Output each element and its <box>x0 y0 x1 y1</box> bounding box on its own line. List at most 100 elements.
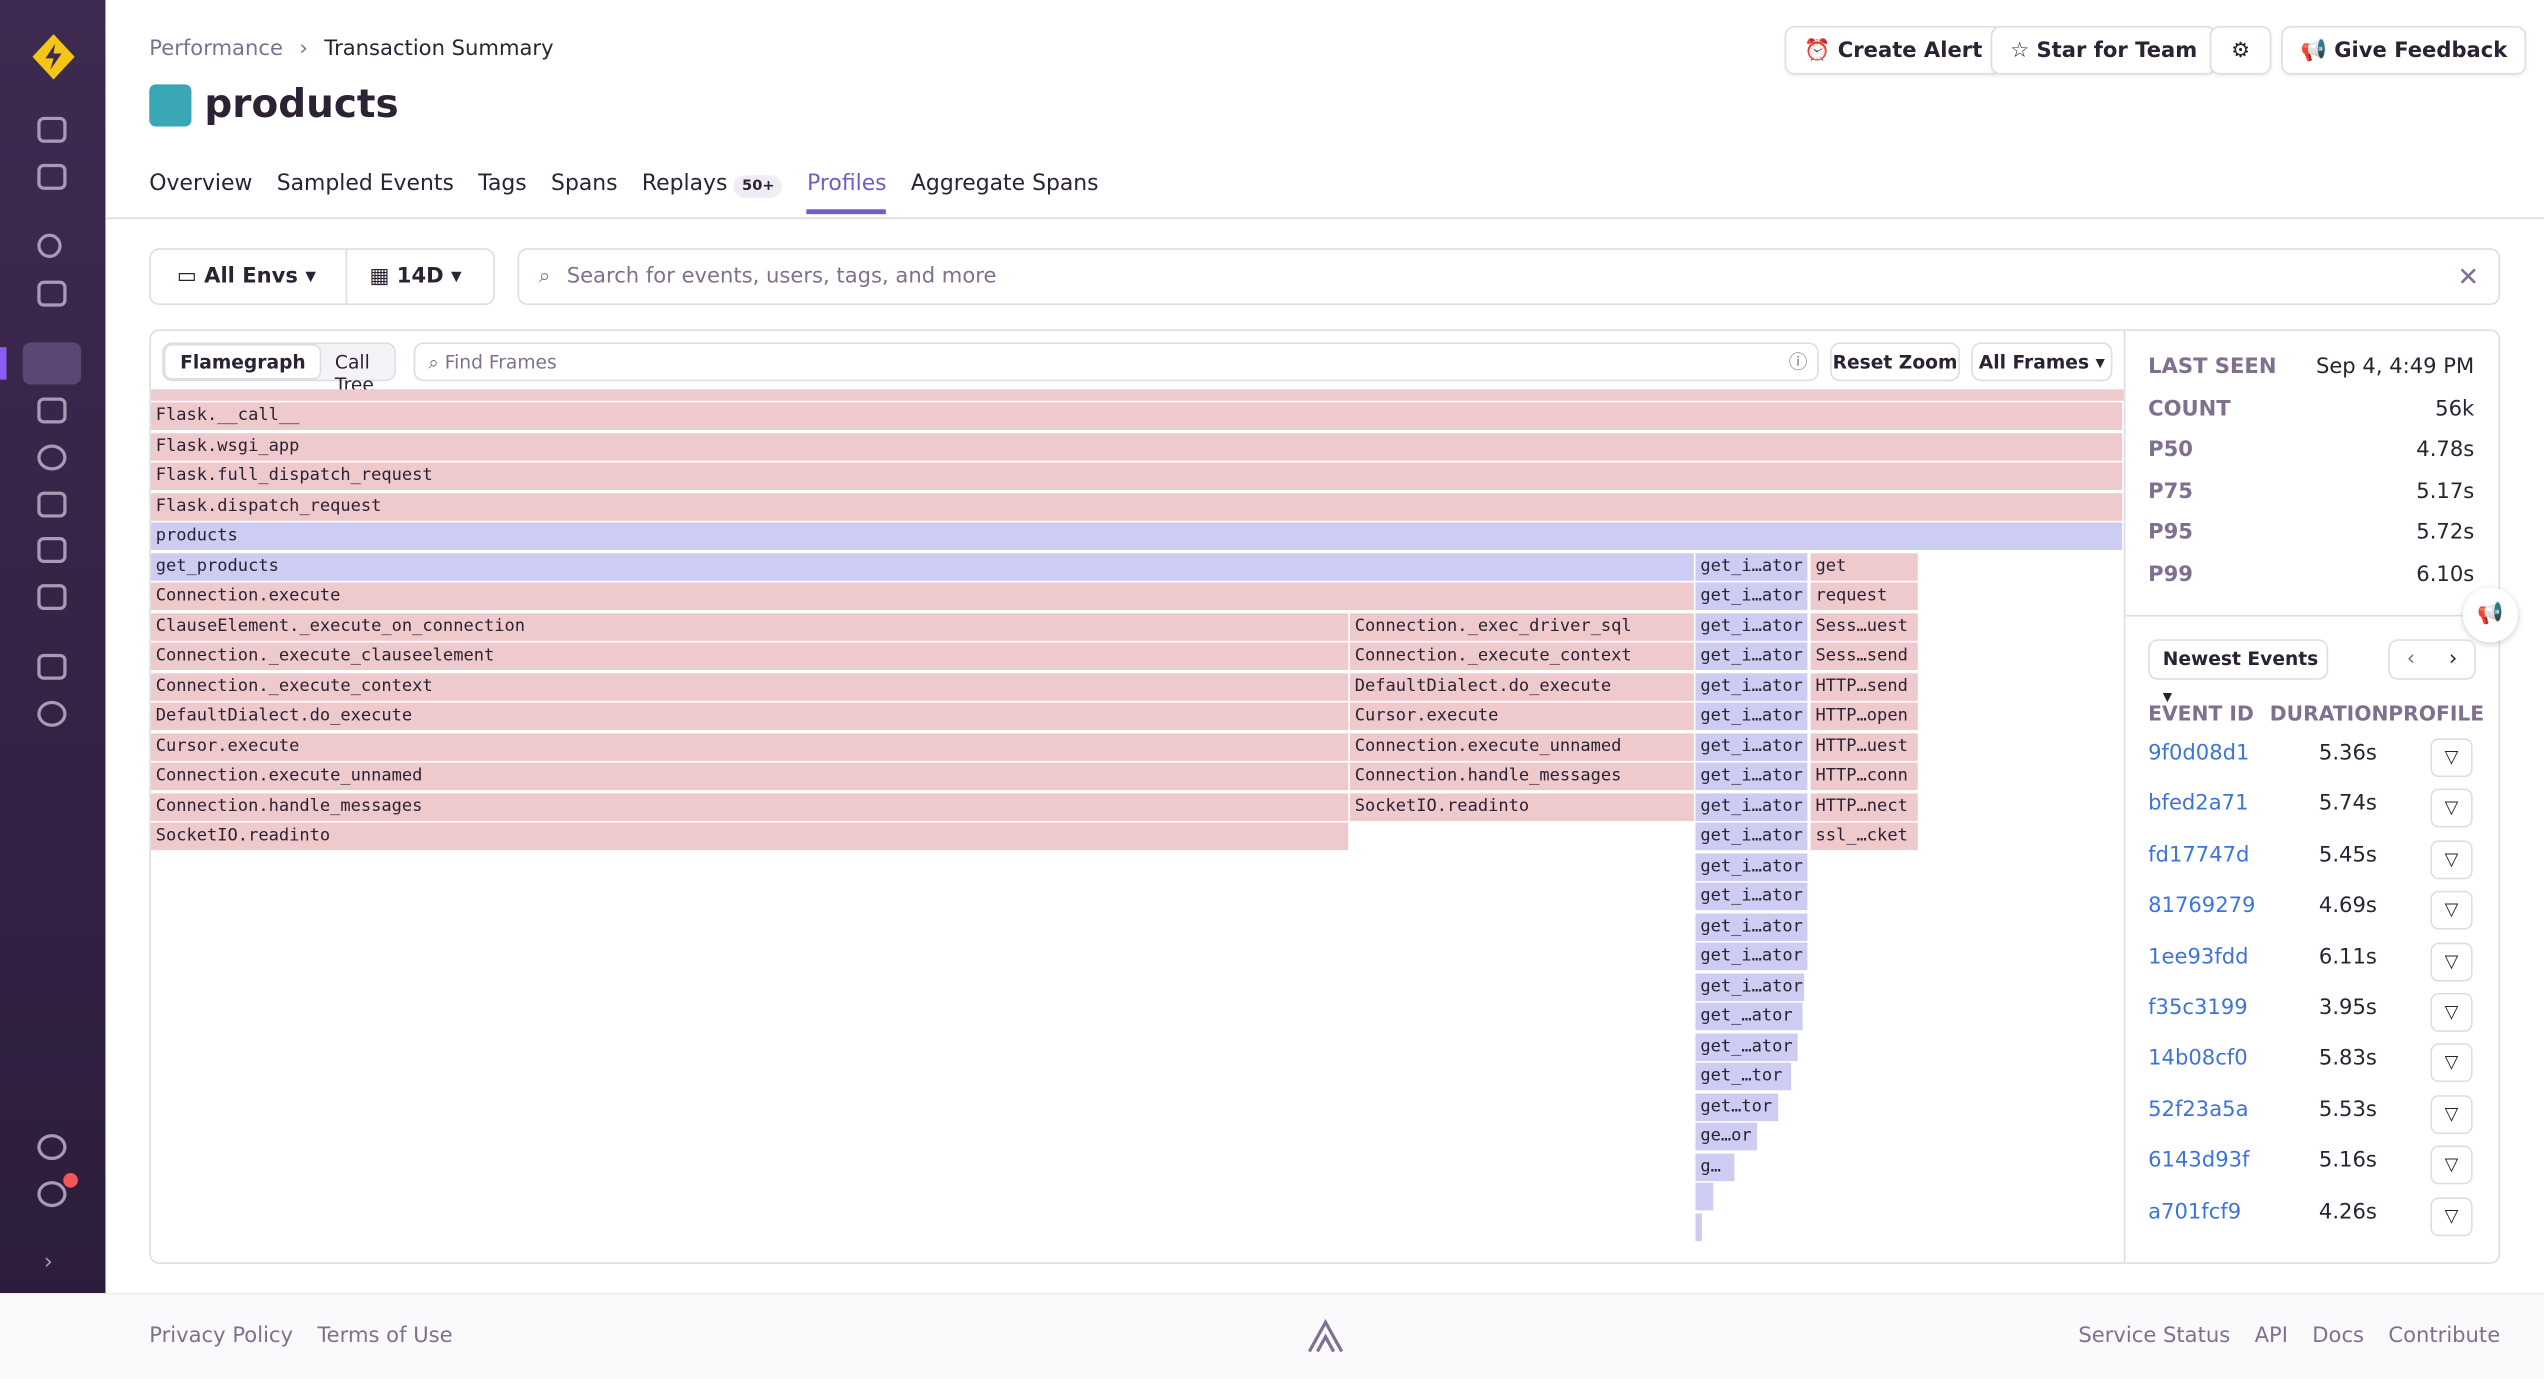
view-calltree[interactable]: Call Tree <box>334 350 374 396</box>
nav-icon[interactable] <box>37 1134 67 1161</box>
nav-icon[interactable] <box>37 280 67 307</box>
nav-icon[interactable] <box>37 584 67 611</box>
frame[interactable]: get_i…ator <box>1695 822 1808 851</box>
frame[interactable]: get_i…ator <box>1695 582 1808 611</box>
settings[interactable]: ⚙ <box>2209 25 2272 75</box>
event-id[interactable]: 14b08cf0 <box>2148 1047 2248 1072</box>
frame[interactable]: get_i…ator <box>1695 942 1808 971</box>
frame[interactable]: get_…tor <box>1695 1062 1792 1091</box>
frame[interactable]: get_i…ator <box>1695 912 1808 941</box>
profile-button[interactable]: ▽ <box>2430 1145 2473 1185</box>
event-id[interactable]: fd17747d <box>2148 843 2250 868</box>
reset-zoom[interactable]: Reset Zoom <box>1830 342 1960 382</box>
frame[interactable]: ssl_…cket <box>1810 822 1918 851</box>
event-id[interactable]: 6143d93f <box>2148 1148 2250 1174</box>
frame[interactable]: Flask.full_dispatch_request <box>150 462 2123 490</box>
frames-filter[interactable]: All Frames ▾ <box>1971 342 2113 382</box>
find-frames[interactable]: ⌕ Find Frames ⓘ <box>413 342 1819 382</box>
frame[interactable]: HTTP…send <box>1810 672 1918 701</box>
frame[interactable]: Cursor.execute <box>1349 702 1694 731</box>
frame[interactable]: get_i…ator <box>1695 882 1808 911</box>
frame[interactable]: Connection._execute_clauseelement <box>150 642 1349 671</box>
profile-button[interactable]: ▽ <box>2430 941 2473 981</box>
frame[interactable]: get_products <box>150 552 1694 581</box>
frame[interactable]: Sess…uest <box>1810 612 1918 641</box>
tab[interactable]: Tags <box>478 170 526 214</box>
footer-link[interactable]: Terms of Use <box>317 1323 453 1349</box>
feedback-fab[interactable]: 📢 <box>2462 587 2519 643</box>
frame[interactable]: HTTP…conn <box>1810 762 1918 791</box>
nav-icon[interactable] <box>37 700 67 727</box>
frame[interactable]: g… <box>1695 1152 1735 1181</box>
frame[interactable]: products <box>150 522 2123 551</box>
frame[interactable]: get_i…ator <box>1695 642 1808 671</box>
frame[interactable]: Connection._execute_context <box>150 672 1349 701</box>
frame[interactable]: get_i…ator <box>1695 552 1808 581</box>
nav-icon[interactable] <box>37 444 67 471</box>
frame[interactable]: get_…ator <box>1695 1002 1803 1031</box>
frame[interactable]: get…tor <box>1695 1092 1779 1121</box>
view-flamegraph[interactable]: Flamegraph <box>163 343 322 380</box>
frame[interactable]: ge…or <box>1695 1122 1758 1151</box>
footer-link[interactable]: Privacy Policy <box>149 1323 294 1349</box>
profile-button[interactable]: ▽ <box>2430 1196 2473 1236</box>
tab[interactable]: Overview <box>149 170 252 214</box>
flamegraph[interactable]: Flask.__call__ Flask.wsgi_app Flask.full_d… <box>150 389 2124 1262</box>
create-alert[interactable]: ⏰ Create Alert <box>1784 25 2002 75</box>
frame[interactable]: get_i…ator <box>1695 762 1808 791</box>
frame[interactable]: get_i…ator <box>1695 972 1805 1001</box>
search-input[interactable]: ⌕ Search for events, users, tags, and mo… <box>517 248 2501 306</box>
period-select[interactable]: ▦ 14D ▾ <box>369 264 462 289</box>
frame[interactable]: HTTP…open <box>1810 702 1918 731</box>
frame[interactable]: Connection._exec_driver_sql <box>1349 612 1694 641</box>
profile-button[interactable]: ▽ <box>2430 738 2473 778</box>
profile-button[interactable]: ▽ <box>2430 891 2473 930</box>
profile-button[interactable]: ▽ <box>2430 789 2473 829</box>
nav-icon[interactable] <box>37 653 67 680</box>
event-id[interactable]: f35c3199 <box>2148 996 2248 1021</box>
profile-button[interactable]: ▽ <box>2430 840 2473 880</box>
frame[interactable]: Connection.execute_unnamed <box>1349 732 1694 761</box>
event-id[interactable]: a701fcf9 <box>2148 1199 2242 1225</box>
frame[interactable]: Connection.handle_messages <box>1349 762 1694 791</box>
frame[interactable]: HTTP…nect <box>1810 792 1918 821</box>
nav-icon[interactable] <box>37 233 62 258</box>
frame[interactable]: get_i…ator <box>1695 792 1808 821</box>
nav-icon[interactable] <box>37 537 67 563</box>
give-feedback[interactable]: 📢 Give Feedback <box>2281 25 2527 75</box>
tab[interactable]: Profiles <box>807 170 887 215</box>
frame[interactable]: get <box>1810 552 1918 581</box>
frame[interactable]: get_i…ator <box>1695 672 1808 701</box>
frame[interactable]: Cursor.execute <box>150 732 1349 761</box>
breadcrumb[interactable]: Performance <box>149 37 283 62</box>
event-id[interactable]: 9f0d08d1 <box>2148 741 2250 766</box>
frame[interactable]: Flask.dispatch_request <box>150 492 2123 520</box>
event-id[interactable]: 52f23a5a <box>2148 1098 2249 1123</box>
frame[interactable]: Flask.__call__ <box>150 402 2123 430</box>
frame[interactable]: get_i…ator <box>1695 612 1808 641</box>
frame[interactable]: ClauseElement._execute_on_connection <box>150 612 1349 641</box>
profile-button[interactable]: ▽ <box>2430 1043 2473 1083</box>
frame[interactable]: SocketIO.readinto <box>150 822 1349 851</box>
frame[interactable]: get_i…ator <box>1695 852 1808 881</box>
frame[interactable]: Connection.handle_messages <box>150 792 1349 821</box>
frame[interactable]: SocketIO.readinto <box>1349 792 1694 821</box>
nav-icon[interactable] <box>37 397 67 424</box>
footer-link[interactable]: API <box>2254 1323 2288 1349</box>
frame[interactable]: get_i…ator <box>1695 732 1808 761</box>
collapse[interactable]: › <box>43 1249 53 1276</box>
frame[interactable]: Connection.execute <box>150 582 1694 611</box>
profile-button[interactable]: ▽ <box>2430 1094 2473 1134</box>
tab[interactable]: Replays 50+ <box>642 170 783 214</box>
clear[interactable]: ✕ <box>2457 261 2480 293</box>
prev[interactable]: ‹ <box>2406 647 2416 672</box>
frame[interactable]: Connection._execute_context <box>1349 642 1694 671</box>
sort-select[interactable]: Newest Events ▾ <box>2148 639 2329 707</box>
frame[interactable]: HTTP…uest <box>1810 732 1918 761</box>
nav-active[interactable] <box>22 342 82 385</box>
frame[interactable]: request <box>1810 582 1918 611</box>
footer-link[interactable]: Docs <box>2312 1323 2365 1349</box>
nav-icon[interactable] <box>37 163 67 190</box>
frame[interactable]: get_i…ator <box>1695 702 1808 731</box>
frame[interactable]: Sess…send <box>1810 642 1918 671</box>
